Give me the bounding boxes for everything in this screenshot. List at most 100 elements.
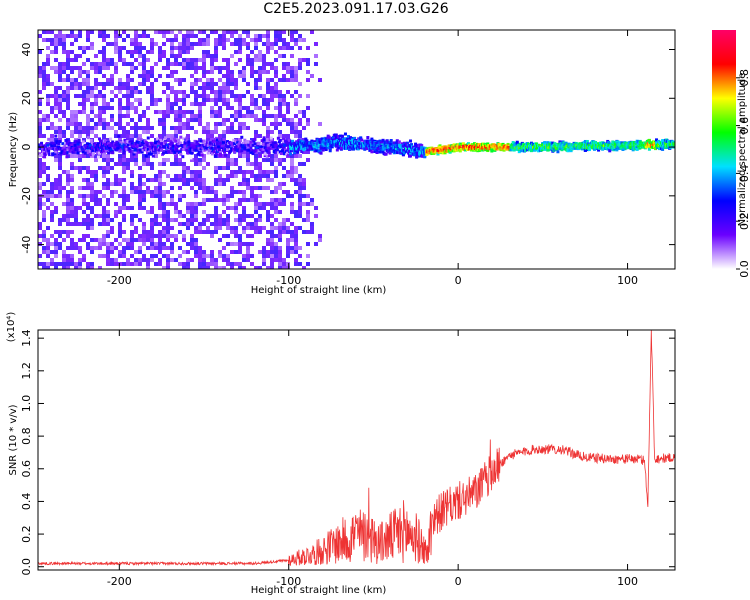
spectrogram-noise-cell: [78, 206, 82, 210]
spectrogram-noise-cell: [86, 182, 90, 186]
spectrogram-noise-cell: [198, 30, 202, 34]
spectrogram-noise-cell: [254, 82, 258, 86]
spectrogram-ridge-cell: [54, 134, 58, 138]
spectrogram-noise-cell: [298, 58, 302, 62]
spectrogram-noise-cell: [290, 118, 294, 122]
spectrogram-noise-cell: [294, 166, 298, 170]
spectrogram-noise-cell: [298, 186, 302, 190]
spectrogram-ridge-cell: [297, 139, 301, 143]
spectrogram-noise-cell: [102, 126, 106, 130]
spectrogram-ridge-cell: [217, 137, 221, 141]
spectrogram-noise-cell: [62, 38, 66, 42]
spectrogram-noise-cell: [246, 46, 250, 50]
spectrogram-noise-cell: [182, 98, 186, 102]
spectrogram-noise-cell: [262, 250, 266, 254]
spectrogram-ridge-cell: [235, 147, 239, 151]
spectrogram-noise-cell: [166, 202, 170, 206]
spectrogram-ridge-cell: [77, 138, 81, 142]
spectrogram-noise-cell: [122, 58, 126, 62]
spectrogram-noise-cell: [50, 82, 54, 86]
spectrogram-noise-cell: [178, 46, 182, 50]
spectrogram-ridge-cell: [334, 133, 338, 137]
spectrogram-noise-cell: [54, 178, 58, 182]
spectrogram-noise-cell: [266, 254, 270, 258]
spectrogram-noise-cell: [254, 78, 258, 82]
spectrogram-noise-cell: [38, 74, 42, 78]
spectrogram-noise-cell: [250, 70, 254, 74]
spectrogram-noise-cell: [186, 250, 190, 254]
spectrogram-noise-cell: [170, 186, 174, 190]
spectrogram-noise-cell: [262, 110, 266, 114]
spectrogram-ridge-cell: [437, 150, 441, 154]
spectrogram-noise-cell: [78, 134, 82, 138]
spectrogram-noise-cell: [162, 194, 166, 198]
spectrogram-noise-cell: [230, 266, 234, 269]
spectrogram-ridge-cell: [261, 150, 265, 154]
spectrogram-noise-cell: [302, 178, 306, 182]
spectrogram-ridge-cell: [64, 138, 68, 142]
spectrogram-noise-cell: [282, 114, 286, 118]
spectrogram-noise-cell: [266, 42, 270, 46]
spectrogram-noise-cell: [74, 122, 78, 126]
spectrogram-noise-cell: [66, 58, 70, 62]
spectrogram-noise-cell: [66, 262, 70, 266]
spectrogram-noise-cell: [122, 170, 126, 174]
spectrogram-noise-cell: [74, 54, 78, 58]
spectrogram-noise-cell: [270, 230, 274, 234]
spectrogram-noise-cell: [226, 162, 230, 166]
spectrogram-noise-cell: [270, 90, 274, 94]
spectrogram-noise-cell: [310, 30, 314, 34]
spectrogram-ridge-cell: [289, 152, 293, 156]
spectrogram-noise-cell: [258, 78, 262, 82]
spectrogram-noise-cell: [286, 174, 290, 178]
spectrogram-noise-cell: [174, 58, 178, 62]
spectrogram-noise-cell: [82, 94, 86, 98]
spectrogram-ridge-cell: [123, 148, 127, 152]
spectrogram-noise-cell: [110, 242, 114, 246]
spectrogram-noise-cell: [178, 174, 182, 178]
spectrogram-noise-cell: [182, 182, 186, 186]
spectrogram-noise-cell: [54, 106, 58, 110]
spectrogram-noise-cell: [178, 162, 182, 166]
spectrogram-noise-cell: [106, 62, 110, 66]
spectrogram-noise-cell: [206, 38, 210, 42]
spectrogram-ridge-cell: [305, 139, 309, 143]
spectrogram-noise-cell: [66, 198, 70, 202]
spectrogram-ridge-cell: [463, 148, 467, 152]
spectrogram-noise-cell: [194, 102, 198, 106]
spectrogram-noise-cell: [134, 86, 138, 90]
spectrogram-noise-cell: [286, 70, 290, 74]
spectrogram-noise-cell: [286, 238, 290, 242]
spectrogram-noise-cell: [170, 50, 174, 54]
spectrogram-noise-cell: [222, 90, 226, 94]
spectrogram-noise-cell: [170, 150, 174, 154]
spectrogram-ridge-cell: [138, 144, 142, 148]
spectrogram-noise-cell: [138, 114, 142, 118]
spectrogram-ridge-cell: [255, 148, 259, 152]
spectrogram-noise-cell: [222, 266, 226, 269]
spectrogram-noise-cell: [198, 38, 202, 42]
spectrogram-ridge-cell: [117, 134, 121, 138]
spectrogram-ridge-cell: [167, 150, 171, 154]
spectrogram-noise-cell: [186, 42, 190, 46]
spectrogram-noise-cell: [254, 118, 258, 122]
spectrogram-noise-cell: [66, 74, 70, 78]
spectrogram-noise-cell: [230, 78, 234, 82]
spectrogram-noise-cell: [62, 130, 66, 134]
spectrogram-ridge-cell: [357, 147, 361, 151]
spectrogram-noise-cell: [158, 186, 162, 190]
spectrogram-noise-cell: [278, 258, 282, 262]
spectrogram-noise-cell: [202, 154, 206, 158]
spectrogram-noise-cell: [278, 262, 282, 266]
spectrogram-noise-cell: [206, 230, 210, 234]
spectrogram-noise-cell: [194, 206, 198, 210]
spectrogram-noise-cell: [234, 230, 238, 234]
spectrogram-noise-cell: [54, 50, 58, 54]
spectrogram-noise-cell: [162, 134, 166, 138]
spectrogram-noise-cell: [298, 190, 302, 194]
spectrogram-noise-cell: [38, 102, 42, 106]
spectrogram-noise-cell: [258, 178, 262, 182]
spectrogram-ridge-cell: [160, 142, 164, 146]
spectrogram-noise-cell: [214, 110, 218, 114]
spectrogram-noise-cell: [270, 114, 274, 118]
